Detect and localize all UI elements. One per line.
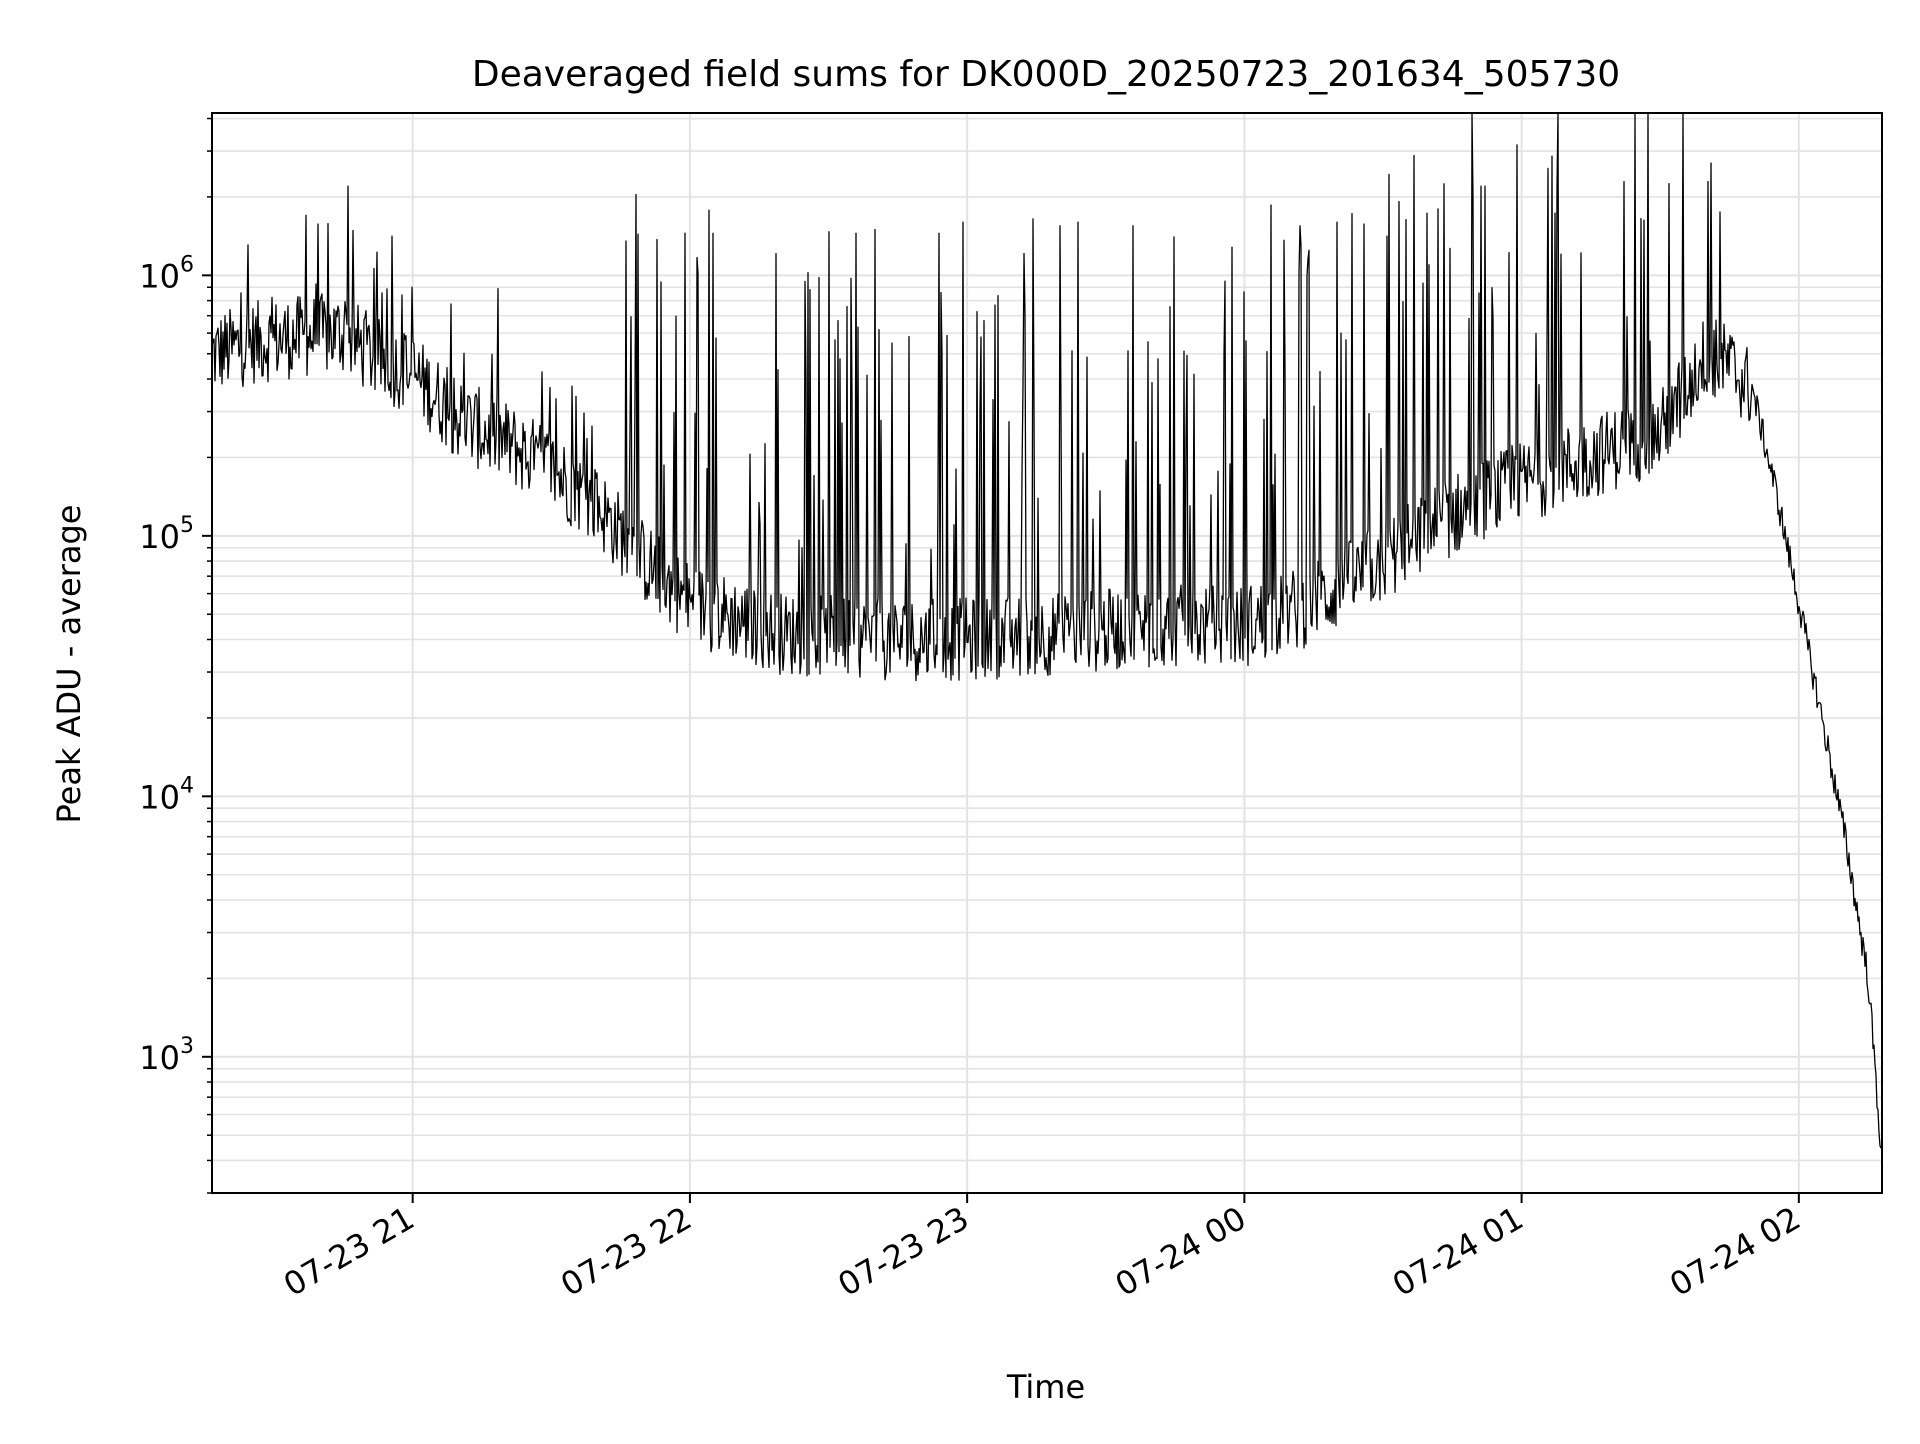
y-tick-label: 105 <box>139 513 194 556</box>
chart-title: Deaveraged field sums for DK000D_2025072… <box>472 54 1620 95</box>
y-axis-label: Peak ADU - average <box>50 505 88 824</box>
y-axis: 103 104 105 106 <box>139 117 212 1194</box>
x-axis-label: Time <box>1006 1368 1085 1406</box>
series-line <box>211 112 1883 1149</box>
y-tick-label: 106 <box>139 252 194 295</box>
plot-frame <box>211 112 1883 1194</box>
y-tick-label: 104 <box>139 773 194 816</box>
y-tick-label: 103 <box>139 1034 194 1077</box>
series-layer <box>211 112 1883 1149</box>
grid <box>212 113 1882 1194</box>
